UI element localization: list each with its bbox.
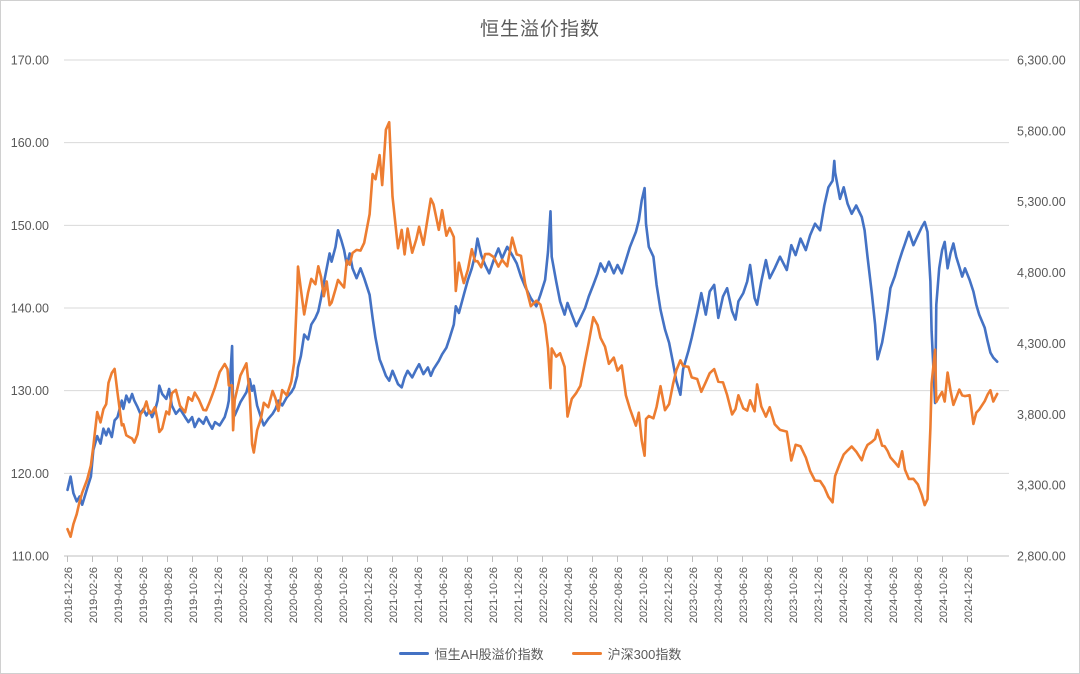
right-axis-tick-label: 3,300.00 xyxy=(1017,479,1066,493)
left-axis-tick-label: 170.00 xyxy=(11,54,49,68)
x-axis-tick-label: 2020-06-26 xyxy=(288,567,300,623)
x-axis-tick-label: 2021-08-26 xyxy=(463,567,475,623)
left-axis-tick-label: 130.00 xyxy=(11,384,49,398)
chart-title: 恒生溢价指数 xyxy=(479,19,600,40)
legend-item-csi300: 沪深300指数 xyxy=(571,644,682,663)
x-axis-tick-label: 2019-10-26 xyxy=(188,567,200,623)
left-axis-tick-label: 140.00 xyxy=(11,302,49,316)
blue-line-swatch xyxy=(398,651,429,656)
x-axis-tick-label: 2020-12-26 xyxy=(363,567,375,623)
legend: 恒生AH股溢价指数 沪深300指数 xyxy=(1,644,1079,663)
right-axis-tick-label: 5,800.00 xyxy=(1017,124,1066,138)
x-axis-tick-label: 2021-02-26 xyxy=(388,567,400,623)
orange-line-swatch xyxy=(571,651,602,656)
x-axis-tick-label: 2020-04-26 xyxy=(263,567,275,623)
x-axis-tick-label: 2024-04-26 xyxy=(863,567,875,623)
x-axis-tick-label: 2024-02-26 xyxy=(838,567,850,623)
legend-item-hsahp: 恒生AH股溢价指数 xyxy=(398,644,544,663)
right-axis-tick-label: 3,800.00 xyxy=(1017,408,1066,422)
x-axis-tick-label: 2023-06-26 xyxy=(738,567,750,623)
right-axis-tick-label: 5,300.00 xyxy=(1017,195,1066,209)
x-axis-tick-label: 2023-12-26 xyxy=(813,567,825,623)
x-axis-tick-label: 2022-06-26 xyxy=(588,567,600,623)
x-axis-tick-label: 2020-10-26 xyxy=(338,567,350,623)
x-axis-tick-label: 2019-06-26 xyxy=(138,567,150,623)
left-axis-tick-label: 120.00 xyxy=(11,467,49,481)
x-axis-tick-label: 2024-08-26 xyxy=(913,567,925,623)
right-axis-tick-label: 6,300.00 xyxy=(1017,54,1066,68)
right-axis-tick-label: 4,800.00 xyxy=(1017,266,1066,280)
x-axis-tick-label: 2019-04-26 xyxy=(113,567,125,623)
legend-label-csi300: 沪深300指数 xyxy=(607,647,682,662)
x-axis-tick-label: 2019-02-26 xyxy=(88,567,100,623)
x-axis-tick-label: 2018-12-26 xyxy=(63,567,75,623)
left-axis-tick-label: 160.00 xyxy=(11,136,49,150)
x-axis-tick-label: 2021-04-26 xyxy=(413,567,425,623)
x-axis-tick-label: 2020-08-26 xyxy=(313,567,325,623)
x-axis-tick-label: 2023-08-26 xyxy=(763,567,775,623)
x-axis-tick-label: 2022-08-26 xyxy=(613,567,625,623)
x-axis-tick-label: 2022-04-26 xyxy=(563,567,575,623)
x-axis-tick-label: 2024-06-26 xyxy=(888,567,900,623)
x-axis-tick-label: 2021-06-26 xyxy=(438,567,450,623)
series-line-hsahp xyxy=(66,159,999,506)
left-axis-tick-label: 110.00 xyxy=(12,550,49,564)
x-axis-tick-label: 2021-12-26 xyxy=(513,567,525,623)
x-axis-tick-label: 2022-02-26 xyxy=(538,567,550,623)
series-line-csi300 xyxy=(66,120,999,538)
x-axis-tick-label: 2024-12-26 xyxy=(963,567,975,623)
x-axis-tick-label: 2023-10-26 xyxy=(788,567,800,623)
x-axis-tick-label: 2022-12-26 xyxy=(663,567,675,623)
x-axis-tick-label: 2023-02-26 xyxy=(688,567,700,623)
left-axis-tick-label: 150.00 xyxy=(11,219,49,233)
x-axis-tick-label: 2022-10-26 xyxy=(638,567,650,623)
x-axis-tick-label: 2023-04-26 xyxy=(713,567,725,623)
x-axis-tick-label: 2019-08-26 xyxy=(163,567,175,623)
x-axis-tick-label: 2019-12-26 xyxy=(213,567,225,623)
x-axis-tick-label: 2021-10-26 xyxy=(488,567,500,623)
x-axis-tick-label: 2020-02-26 xyxy=(238,567,250,623)
right-axis-tick-label: 2,800.00 xyxy=(1017,550,1066,564)
legend-label-hsahp: 恒生AH股溢价指数 xyxy=(434,647,544,662)
x-axis-tick-label: 2024-10-26 xyxy=(938,567,950,623)
right-axis-tick-label: 4,300.00 xyxy=(1017,337,1066,351)
